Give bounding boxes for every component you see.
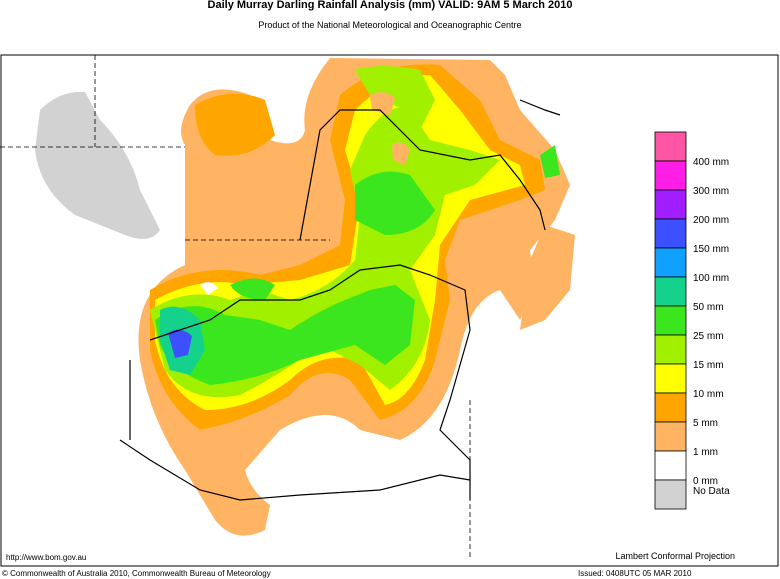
legend-swatch <box>654 334 687 365</box>
boundaries <box>119 99 561 501</box>
legend-swatch <box>654 276 687 307</box>
legend-swatch <box>654 363 687 394</box>
legend-swatch <box>654 247 687 278</box>
legend-label: 15 mm <box>693 360 724 371</box>
legend-label: 150 mm <box>693 244 729 255</box>
legend-label: 400 mm <box>693 157 729 168</box>
legend: 400 mm 300 mm 200 mm 150 mm 100 mm 50 mm 25 mm… <box>654 131 730 510</box>
copyright: © Commonwealth of Australia 2010, Common… <box>2 569 271 578</box>
dashed-lines <box>0 55 471 560</box>
legend-swatch <box>654 189 687 220</box>
legend-label: 50 mm <box>693 302 724 313</box>
legend-swatch <box>654 218 687 249</box>
legend-swatch <box>654 479 687 510</box>
legend-swatch <box>654 131 687 162</box>
legend-label: 10 mm <box>693 389 724 400</box>
legend-label: 100 mm <box>693 273 729 284</box>
projection: Lambert Conformal Projection <box>615 551 735 561</box>
legend-label: 1 mm <box>693 447 718 458</box>
legend-label: No Data <box>693 486 730 497</box>
legend-swatch <box>654 392 687 423</box>
title: Daily Murray Darling Rainfall Analysis (… <box>208 0 573 11</box>
subtitle: Product of the National Meteorological a… <box>258 20 521 30</box>
legend-swatch <box>654 450 687 481</box>
rainfall-areas <box>35 58 575 536</box>
legend-swatch <box>654 421 687 452</box>
legend-label: 5 mm <box>693 418 718 429</box>
legend-label: 0 mm <box>693 476 718 487</box>
source-url: http://www.bom.gov.au <box>6 553 86 562</box>
legend-swatch <box>654 160 687 191</box>
legend-label: 300 mm <box>693 186 729 197</box>
legend-swatch <box>654 305 687 336</box>
legend-label: 200 mm <box>693 215 729 226</box>
issued: Issued: 0408UTC 05 MAR 2010 <box>578 569 692 578</box>
legend-label: 25 mm <box>693 331 724 342</box>
